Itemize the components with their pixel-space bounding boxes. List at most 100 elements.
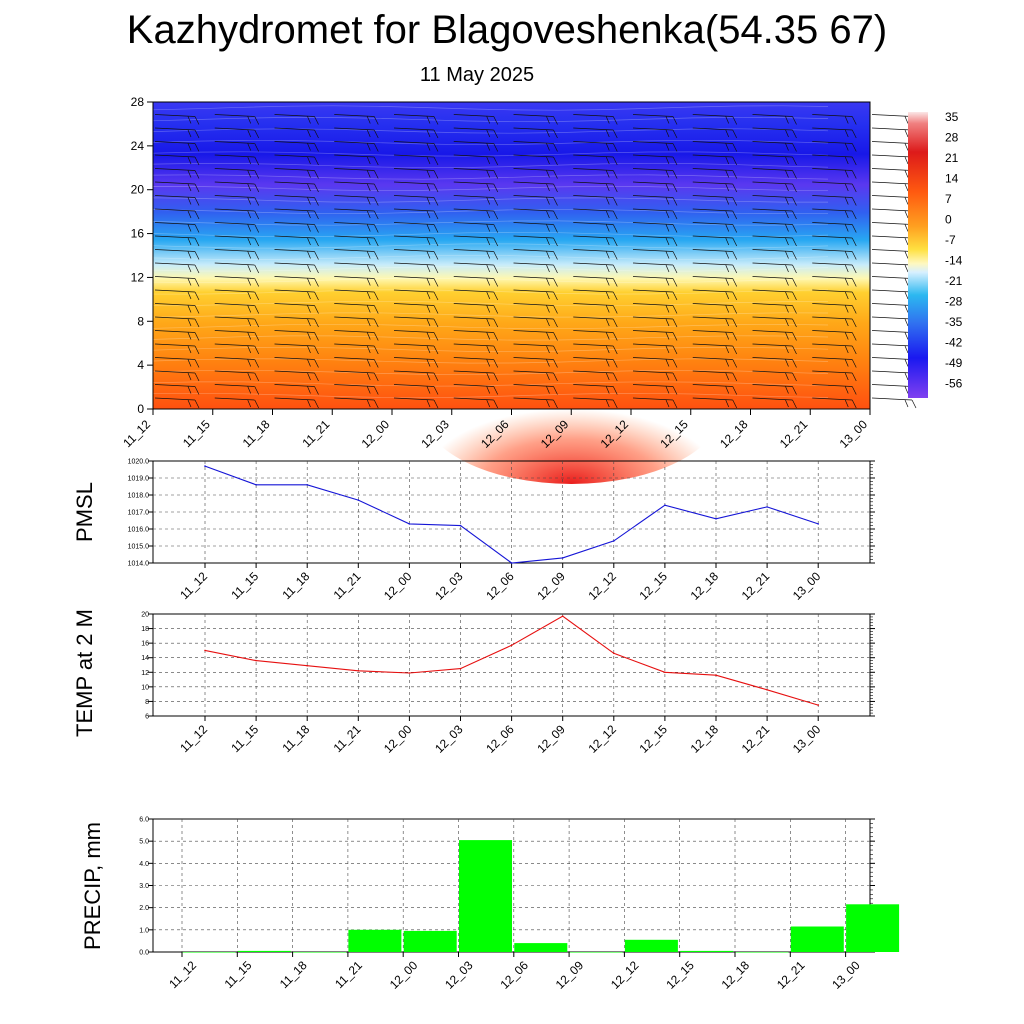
wind-barb-flag bbox=[194, 183, 200, 193]
xtick-label: 12_00 bbox=[381, 569, 415, 603]
wind-barb-flag bbox=[553, 143, 558, 152]
wind-barb-shaft bbox=[812, 195, 853, 198]
wind-barb-flag bbox=[546, 372, 550, 381]
wind-barb-flag bbox=[605, 183, 610, 192]
wind-barb bbox=[513, 127, 558, 139]
wind-barb bbox=[812, 262, 857, 274]
wind-barb-flag bbox=[612, 305, 618, 314]
wind-barb-shaft bbox=[812, 249, 853, 252]
data-point bbox=[459, 667, 462, 670]
wind-barb-flag bbox=[194, 170, 200, 179]
wind-barb-shaft bbox=[871, 262, 913, 266]
wind-barb-shaft bbox=[752, 249, 793, 252]
wind-barb bbox=[393, 330, 439, 341]
wind-barb-flag bbox=[553, 156, 558, 166]
wind-barb bbox=[154, 208, 200, 220]
wind-barb bbox=[632, 370, 678, 382]
wind-barb-flag bbox=[187, 237, 192, 246]
wind-barb bbox=[214, 330, 260, 341]
wind-barb-flag bbox=[493, 264, 499, 274]
wind-barb bbox=[214, 357, 260, 368]
wind-barb-shaft bbox=[334, 195, 375, 198]
wind-barb bbox=[632, 357, 678, 368]
wind-barb bbox=[752, 357, 797, 368]
wind-barb-flag bbox=[373, 264, 379, 274]
wind-barb-flag bbox=[247, 129, 252, 138]
wind-barb-flag bbox=[553, 332, 558, 341]
wind-barb-flag bbox=[792, 399, 797, 409]
wind-barb-flag bbox=[187, 129, 192, 138]
wind-barb-shaft bbox=[214, 195, 255, 198]
wind-barb-flag bbox=[851, 318, 857, 328]
wind-barb-flag bbox=[366, 332, 371, 340]
heatmap-xtick-label: 11_21 bbox=[300, 417, 333, 450]
wind-barb-flag bbox=[665, 183, 670, 192]
ytick-label: 4.0 bbox=[139, 861, 149, 868]
wind-barb-flag bbox=[605, 372, 610, 381]
wind-barb-flag bbox=[785, 143, 789, 151]
wind-barb-flag bbox=[553, 345, 558, 355]
wind-barb bbox=[692, 370, 738, 382]
wind-barb-flag bbox=[247, 197, 252, 205]
wind-barb-flag bbox=[486, 345, 491, 354]
wind-barb-shaft bbox=[871, 168, 913, 171]
wind-barb bbox=[632, 289, 678, 301]
wind-barb-flag bbox=[433, 156, 439, 166]
wind-barb-flag bbox=[844, 399, 849, 408]
wind-barb-flag bbox=[904, 345, 909, 354]
wind-barb-flag bbox=[426, 143, 431, 151]
wind-barb bbox=[154, 222, 200, 233]
wind-barb-flag bbox=[373, 345, 379, 355]
wind-barb bbox=[214, 208, 260, 220]
wind-barb bbox=[573, 168, 618, 179]
wind-barb-flag bbox=[672, 210, 678, 220]
wind-barb-flag bbox=[725, 386, 730, 394]
wind-barb-flag bbox=[792, 278, 797, 287]
xtick-label: 12_03 bbox=[432, 722, 466, 756]
wind-barb-flag bbox=[486, 143, 491, 151]
wind-barb-flag bbox=[247, 386, 252, 394]
wind-barb-flag bbox=[366, 278, 371, 286]
wind-barb bbox=[632, 249, 678, 260]
wind-barb-flag bbox=[546, 237, 550, 246]
wind-barb-flag bbox=[426, 129, 431, 138]
wind-barb-shaft bbox=[573, 114, 614, 117]
wind-barb-shaft bbox=[692, 357, 733, 360]
wind-barb-flag bbox=[493, 210, 499, 220]
wind-barb-flag bbox=[605, 129, 610, 138]
wind-barb-flag bbox=[851, 359, 857, 368]
ytick-label: 1015.0 bbox=[128, 544, 150, 551]
wind-barb bbox=[154, 249, 200, 260]
xtick-label: 12_09 bbox=[534, 569, 568, 603]
wind-barb-flag bbox=[433, 237, 439, 247]
wind-barb-shaft bbox=[274, 235, 315, 239]
wind-barb-shaft bbox=[154, 330, 196, 333]
wind-barb-shaft bbox=[393, 208, 435, 212]
wind-barb-flag bbox=[486, 372, 491, 381]
xtick-label: 11_21 bbox=[331, 722, 364, 755]
wind-barb-flag bbox=[553, 278, 558, 287]
wind-barb bbox=[393, 114, 439, 125]
wind-barb bbox=[812, 343, 857, 355]
wind-barb bbox=[274, 262, 319, 274]
wind-barb bbox=[812, 114, 857, 125]
ytick-label: 20 bbox=[141, 612, 149, 619]
wind-barb-flag bbox=[792, 224, 797, 233]
heatmap-contour bbox=[152, 392, 829, 399]
wind-barb bbox=[513, 195, 558, 206]
data-point bbox=[204, 465, 206, 467]
wind-barb-flag bbox=[844, 116, 849, 124]
wind-barb-shaft bbox=[154, 303, 196, 306]
wind-barb-shaft bbox=[752, 276, 793, 279]
wind-barb bbox=[632, 195, 678, 206]
wind-barb-shaft bbox=[513, 235, 554, 239]
heatmap-contour bbox=[152, 300, 829, 307]
wind-barb-flag bbox=[785, 129, 789, 138]
wind-barb-flag bbox=[373, 318, 379, 328]
wind-barb-flag bbox=[672, 318, 678, 328]
xtick-label: 12_18 bbox=[688, 722, 722, 756]
wind-barb-flag bbox=[792, 345, 797, 355]
wind-barb-shaft bbox=[871, 316, 913, 320]
data-point bbox=[817, 523, 819, 525]
wind-barb-shaft bbox=[752, 303, 793, 306]
